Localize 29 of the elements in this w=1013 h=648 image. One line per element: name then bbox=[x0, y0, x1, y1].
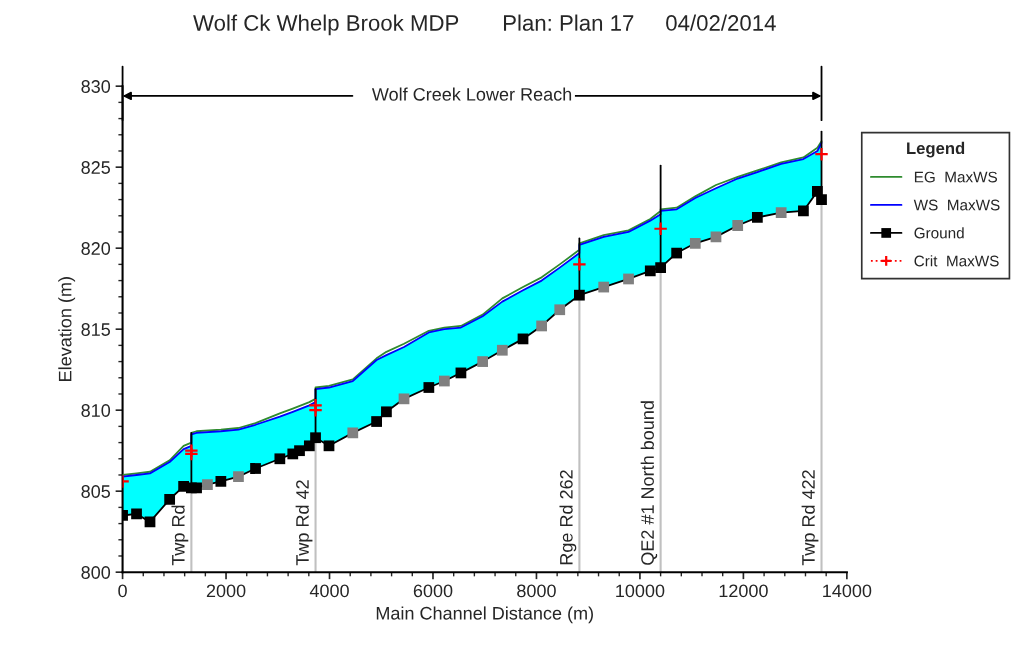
y-tick-label: 810 bbox=[81, 404, 111, 417]
ref-line-label: Twp Rd 422 bbox=[801, 470, 819, 566]
y-tick-label: 820 bbox=[81, 242, 111, 255]
ref-line-label: QE2 #1 North bound bbox=[640, 401, 658, 565]
x-tick-label: 4000 bbox=[309, 584, 349, 598]
legend-label: EG MaxWS bbox=[914, 171, 998, 183]
y-tick-label: 830 bbox=[81, 80, 111, 93]
y-axis-title: Elevation (m) bbox=[58, 277, 76, 381]
x-axis-title: Main Channel Distance (m) bbox=[376, 606, 593, 624]
ref-line-label: Twp Rd 42 bbox=[295, 480, 313, 566]
x-tick-label: 2000 bbox=[206, 584, 246, 598]
chart-title: Wolf Ck Whelp Brook MDP Plan: Plan 17 04/02/2014 bbox=[193, 14, 776, 36]
ref-line-label: Rge Rd 262 bbox=[559, 470, 577, 565]
x-tick-label: 10000 bbox=[616, 584, 665, 598]
x-tick-label: 0 bbox=[118, 584, 127, 598]
legend-label: Ground bbox=[914, 227, 964, 239]
x-tick-label: 6000 bbox=[413, 584, 453, 598]
x-tick-label: 14000 bbox=[823, 584, 872, 598]
y-tick-label: 805 bbox=[81, 485, 111, 498]
x-tick-label: 12000 bbox=[719, 584, 768, 598]
legend-label: Crit MaxWS bbox=[914, 255, 999, 267]
legend-label: WS MaxWS bbox=[913, 199, 1000, 211]
y-tick-label: 815 bbox=[81, 323, 111, 336]
annotation: Wolf Creek Lower Reach bbox=[371, 87, 572, 101]
legend-title: Legend bbox=[907, 141, 965, 158]
ref-line-label: Twp Rd bbox=[171, 505, 189, 566]
y-tick-label: 800 bbox=[81, 566, 111, 579]
x-tick-label: 8000 bbox=[517, 584, 556, 598]
y-tick-label: 825 bbox=[81, 161, 111, 174]
